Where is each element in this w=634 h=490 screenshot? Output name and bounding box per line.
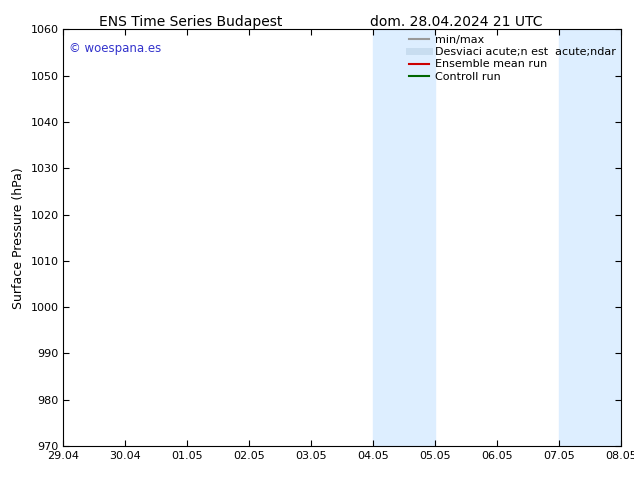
Bar (559, 29, 621, 446)
Bar (373, 29, 436, 446)
Legend: min/max, Desviaci acute;n est  acute;ndar, Ensemble mean run, Controll run: min/max, Desviaci acute;n est acute;ndar… (410, 35, 616, 82)
Text: dom. 28.04.2024 21 UTC: dom. 28.04.2024 21 UTC (370, 15, 543, 29)
Y-axis label: Surface Pressure (hPa): Surface Pressure (hPa) (12, 167, 25, 309)
Text: ENS Time Series Budapest: ENS Time Series Budapest (98, 15, 282, 29)
Text: © woespana.es: © woespana.es (69, 42, 161, 55)
